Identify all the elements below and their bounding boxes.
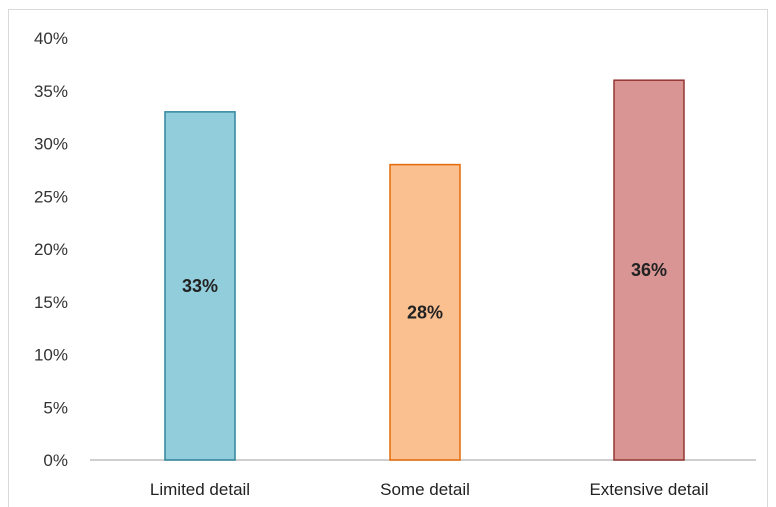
y-tick-label: 30% (34, 135, 68, 154)
bar (613, 79, 685, 461)
y-tick-label: 40% (34, 29, 68, 48)
y-tick-label: 25% (34, 187, 68, 206)
category-label: Limited detail (150, 480, 250, 499)
category-label: Some detail (380, 480, 470, 499)
chart-frame (8, 9, 768, 507)
data-label: 28% (407, 302, 443, 322)
y-tick-label: 10% (34, 346, 68, 365)
y-tick-label: 5% (43, 398, 68, 417)
y-tick-label: 35% (34, 82, 68, 101)
y-tick-label: 20% (34, 240, 68, 259)
bars (164, 79, 685, 461)
bar (164, 111, 236, 461)
category-label: Extensive detail (589, 480, 708, 499)
y-axis-ticks: 0% 5% 10% 15% 20% 25% 30% 35% 40% (34, 29, 68, 470)
bar (389, 163, 461, 461)
y-tick-label: 15% (34, 293, 68, 312)
y-tick-label: 0% (43, 451, 68, 470)
data-label: 33% (182, 276, 218, 296)
data-labels: 33% 28% 36% (182, 260, 667, 322)
data-label: 36% (631, 260, 667, 280)
category-labels: Limited detail Some detail Extensive detai… (150, 480, 709, 499)
